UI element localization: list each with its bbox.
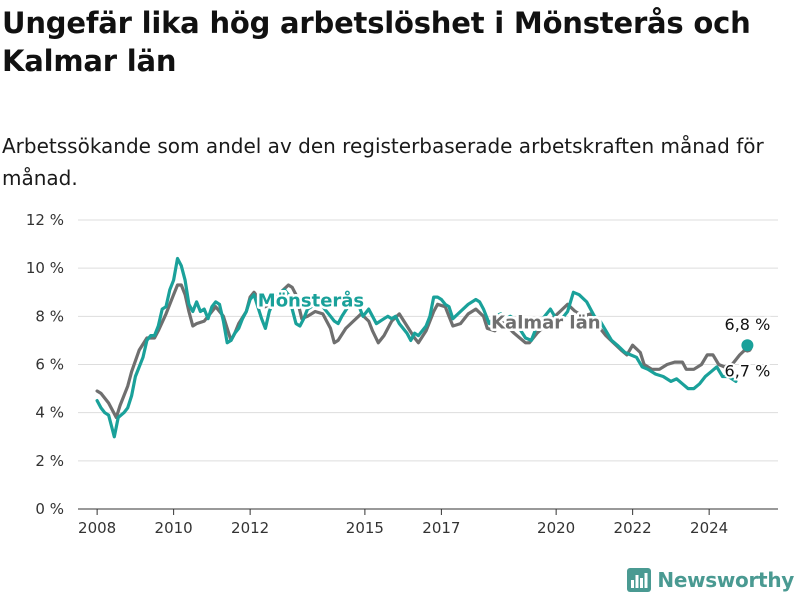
series-line-mönsterås xyxy=(95,256,738,439)
x-tick-label: 2010 xyxy=(155,519,193,537)
x-tick-label: 2024 xyxy=(690,519,728,537)
y-axis: 0 % 2 % 4 % 6 % 8 % 10 % 12 % xyxy=(26,211,64,518)
x-tick-label: 2022 xyxy=(614,519,652,537)
y-tick-label: 0 % xyxy=(35,500,64,518)
bar-chart-logo-icon xyxy=(627,568,652,592)
end-label-halo: 6,8 % xyxy=(725,315,771,334)
chart-subtitle: Arbetssökande som andel av den registerb… xyxy=(2,134,764,190)
end-label-monsteras: 6,8 % xyxy=(725,315,771,334)
x-tick-label: 2020 xyxy=(537,519,575,537)
series-label: Kalmar län xyxy=(491,312,600,333)
end-point-monsteras xyxy=(741,339,754,352)
x-tick-label: 2008 xyxy=(78,519,116,537)
x-tick-label: 2015 xyxy=(346,519,384,537)
newsworthy-logo: Newsworthy xyxy=(627,568,794,592)
y-tick-label: 12 % xyxy=(26,211,64,229)
end-label-kalmar: 6,7 % xyxy=(725,362,771,381)
series-label-halo: Mönsterås xyxy=(258,290,364,312)
y-tick-label: 4 % xyxy=(35,404,64,422)
series-label: Mönsterås xyxy=(258,290,364,312)
page-title: Ungefär lika hög arbetslöshet i Mönsterå… xyxy=(2,6,751,78)
chart-lines xyxy=(95,256,749,439)
x-axis: 2008 2010 2012 2015 2017 2020 2022 2024 xyxy=(78,509,728,537)
end-label-halo: 6,7 % xyxy=(725,362,771,381)
y-tick-label: 2 % xyxy=(35,452,64,470)
y-tick-label: 6 % xyxy=(35,356,64,374)
series-label-halo: Kalmar län xyxy=(491,312,600,333)
y-tick-label: 10 % xyxy=(26,259,64,277)
brand-name: Newsworthy xyxy=(657,568,794,592)
chart-grid xyxy=(78,219,778,510)
x-tick-label: 2012 xyxy=(231,519,269,537)
x-tick-label: 2017 xyxy=(422,519,460,537)
y-tick-label: 8 % xyxy=(35,307,64,325)
